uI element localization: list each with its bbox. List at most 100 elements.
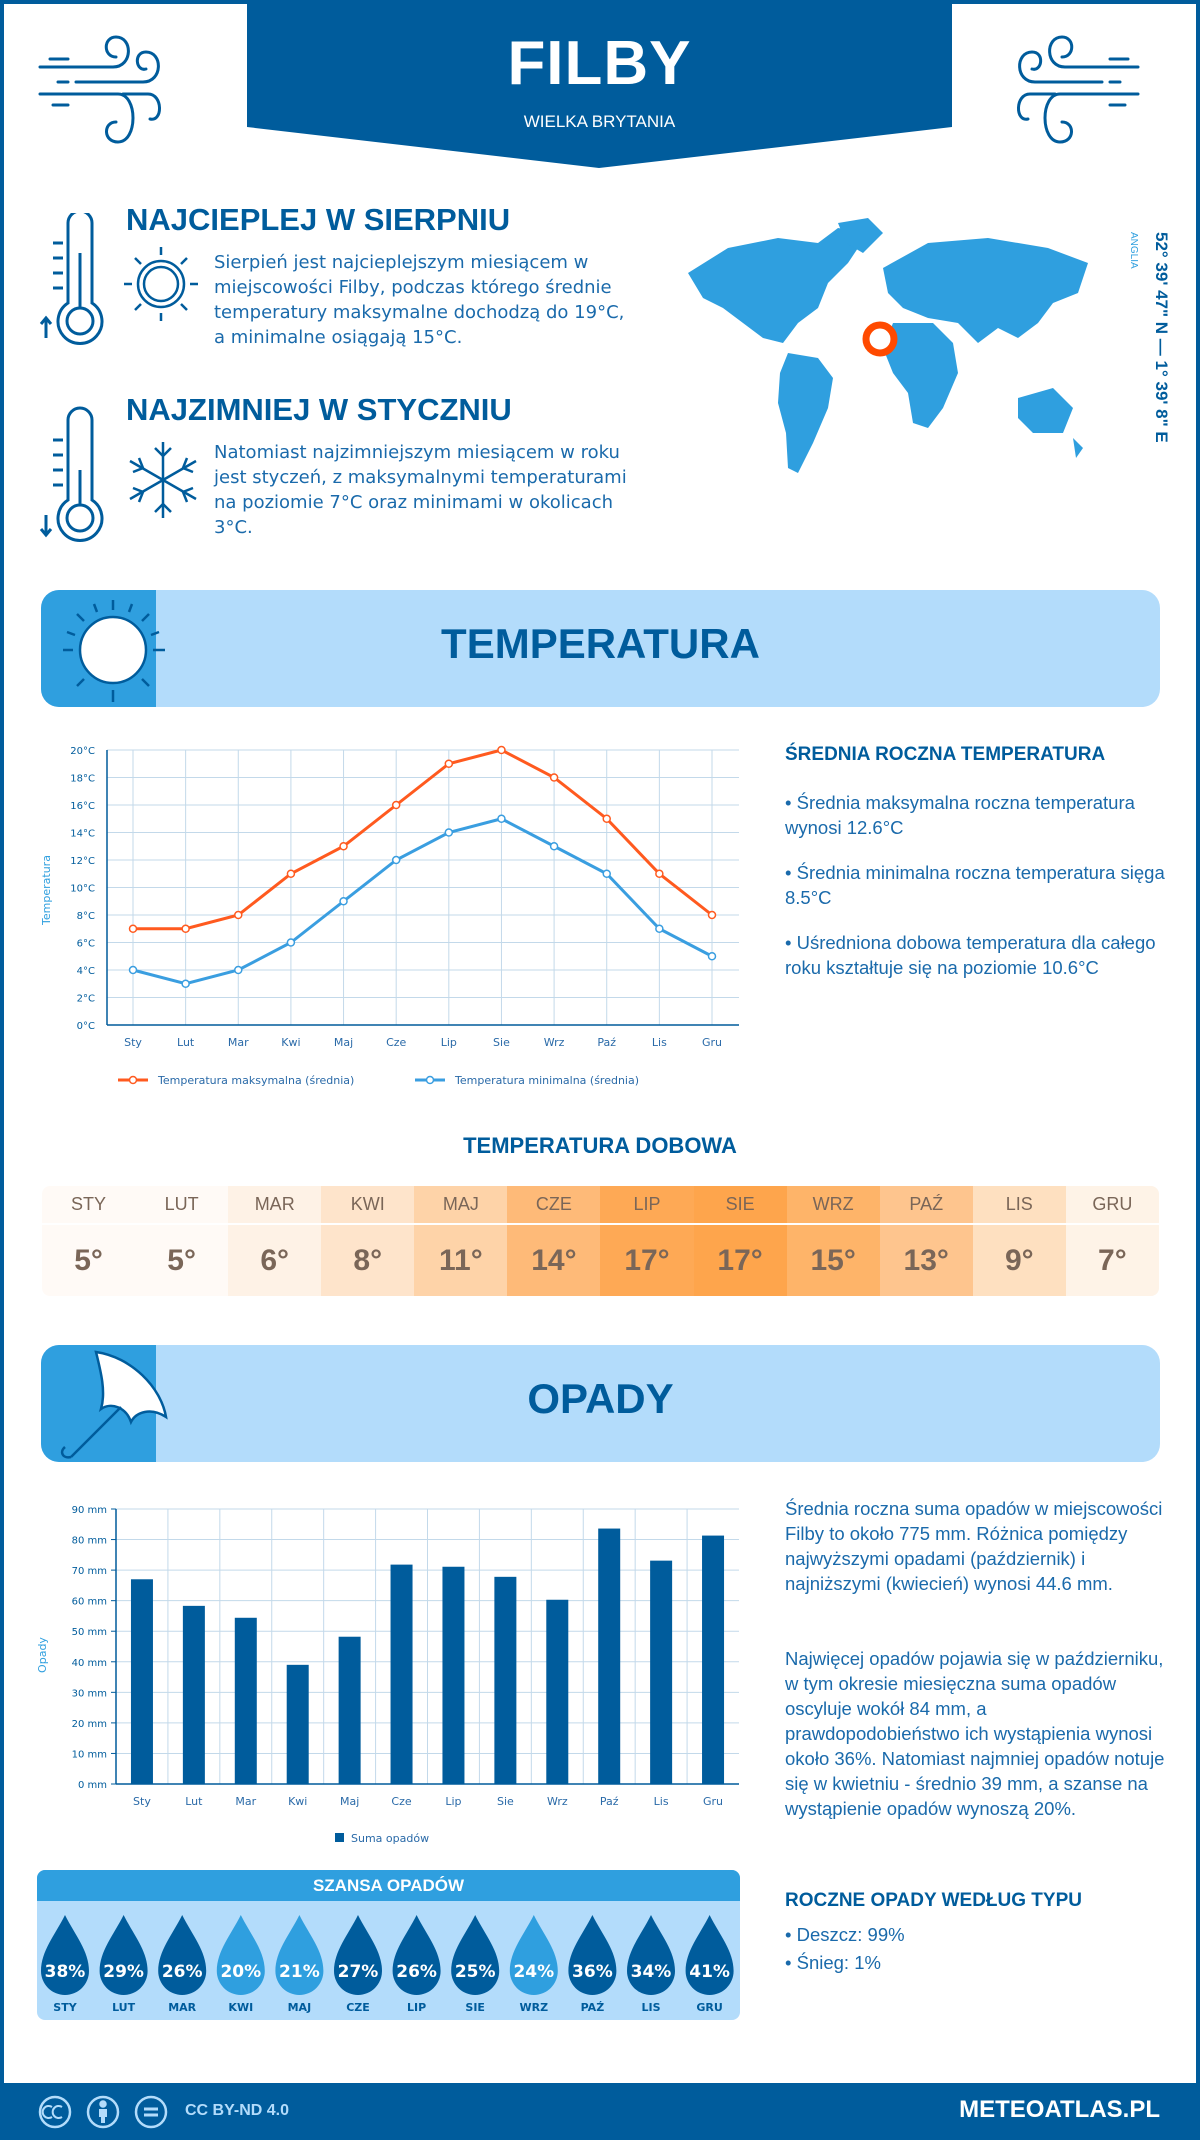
data-point <box>391 855 401 865</box>
daily-temp-cell: KWI 8° <box>321 1186 415 1296</box>
site-link[interactable]: METEOATLAS.PL <box>959 2096 1160 2123</box>
x-tick-label: Cze <box>391 1795 411 1808</box>
series-line <box>132 817 713 986</box>
x-tick-label: Gru <box>702 1036 722 1049</box>
raindrop-icon <box>216 1915 265 1995</box>
month-label: WRZ <box>786 1186 880 1225</box>
bar <box>182 1605 205 1784</box>
chance-value: 29% <box>103 1962 144 1982</box>
y-tick-label: 80 mm <box>72 1536 107 1547</box>
location-marker-icon <box>862 321 898 357</box>
x-tick-label: Sty <box>133 1795 151 1808</box>
x-tick-label: Kwi <box>288 1795 307 1808</box>
y-tick-label: 14°C <box>70 829 95 840</box>
x-tick-label: Lis <box>654 1795 669 1808</box>
precip-text-1: Średnia roczna suma opadów w miejscowośc… <box>785 1498 1163 1594</box>
sun-icon <box>63 600 165 702</box>
y-tick-label: 10 mm <box>72 1749 107 1760</box>
data-point <box>655 924 664 933</box>
data-point <box>497 745 506 755</box>
chance-value: 38% <box>45 1962 86 1982</box>
map-region: ANGLIA <box>1128 232 1139 269</box>
license-text: CC BY-ND 4.0 <box>185 2102 290 2119</box>
warmest-title: NAJCIEPLEJ W SIERPNIU <box>126 202 511 237</box>
month-label: SIE <box>465 2001 485 2014</box>
y-tick-label: 30 mm <box>72 1688 107 1699</box>
legend-marker <box>425 1075 435 1085</box>
y-tick-label: 10°C <box>70 884 95 895</box>
data-point <box>549 842 559 851</box>
month-label: SIE <box>693 1186 787 1225</box>
temperature-chart: 0°C 2°C 4°C 6°C 8°C 10°C 12°C 14°C 16°C 18°C 20°C S… <box>40 745 739 1087</box>
precip-chance-panel: SZANSA OPADÓW 38% STY 29% LUT 26% MAR 20% KWI 21… <box>37 1870 740 2020</box>
daily-temp-table: STY 5° LUT 5° MAR 6° KWI 8° MAJ 11° CZE 14° LIP 17° SI… <box>42 1186 1159 1296</box>
daily-temp-cell: LUT 5° <box>135 1186 229 1296</box>
data-point <box>128 965 138 975</box>
data-point <box>128 924 138 933</box>
temp-value: 7° <box>1098 1243 1127 1277</box>
x-tick-label: Kwi <box>281 1036 300 1049</box>
daily-temp-cell: GRU 7° <box>1065 1186 1159 1296</box>
bar <box>598 1528 621 1784</box>
chance-value: 27% <box>338 1962 379 1982</box>
bar <box>702 1535 725 1784</box>
header-banner <box>247 0 952 168</box>
coldest-text: Natomiast najzimniejszym miesiącem w rok… <box>214 442 627 538</box>
bar <box>338 1636 361 1784</box>
data-point <box>707 910 717 920</box>
x-tick-label: Lut <box>185 1795 203 1808</box>
temperature-title: TEMPERATURA <box>441 620 760 667</box>
temp-value: 17° <box>717 1243 763 1277</box>
cc-license-icons <box>38 2095 168 2129</box>
temp-value: 5° <box>74 1243 103 1277</box>
x-tick-label: Lut <box>177 1036 195 1049</box>
umbrella-icon <box>60 1350 168 1459</box>
temp-value: 9° <box>1004 1243 1034 1277</box>
footer: CC BY-ND 4.0 METEOATLAS.PL <box>0 2083 1200 2140</box>
page-subtitle: WIELKA BRYTANIA <box>523 112 676 131</box>
x-tick-label: Sty <box>124 1036 142 1049</box>
x-tick-label: Mar <box>228 1036 249 1049</box>
y-tick-label: 12°C <box>70 856 95 867</box>
raindrop-icon <box>685 1915 734 1995</box>
daily-temp-cell: SIE 17° <box>693 1186 787 1296</box>
data-point <box>549 773 559 782</box>
data-point <box>234 965 243 975</box>
precipitation-chart: 0 mm 10 mm 20 mm 30 mm 40 mm 50 mm 60 mm 70 mm 8… <box>36 1505 739 1845</box>
daily-temp-cell: PAŹ 13° <box>879 1186 973 1296</box>
raindrop-icon <box>41 1915 89 1995</box>
data-point <box>391 800 401 810</box>
raindrop-icon <box>334 1915 382 1995</box>
y-tick-label: 60 mm <box>72 1597 107 1608</box>
y-tick-label: 16°C <box>70 801 95 812</box>
precip-chance-title: SZANSA OPADÓW <box>37 1870 740 1901</box>
chance-value: 26% <box>162 1962 203 1982</box>
month-label: STY <box>53 2001 77 2014</box>
month-label: LIP <box>600 1186 694 1225</box>
y-tick-label: 70 mm <box>72 1566 107 1577</box>
precip-type-snow: • Śnieg: 1% <box>785 1952 881 1973</box>
data-point <box>181 924 190 933</box>
x-tick-label: Lip <box>441 1036 457 1049</box>
bar <box>442 1566 465 1784</box>
month-label: LIS <box>972 1186 1066 1225</box>
daily-temp-cell: LIS 9° <box>972 1186 1066 1296</box>
y-tick-label: 8°C <box>77 911 95 922</box>
month-label: MAJ <box>288 2001 312 2014</box>
x-tick-label: Paź <box>600 1795 619 1808</box>
bar <box>546 1599 569 1784</box>
y-tick-label: 4°C <box>77 966 95 977</box>
temp-value: 6° <box>260 1243 290 1277</box>
precip-chance-drops: 38% STY 29% LUT 26% MAR 20% KWI 21% MAJ 27% CZE 26% L… <box>41 1915 734 2014</box>
data-point <box>707 952 717 961</box>
chance-value: 21% <box>279 1962 320 1982</box>
x-tick-label: Sie <box>493 1036 510 1049</box>
month-label: PAŹ <box>879 1186 973 1225</box>
x-tick-label: Lis <box>652 1036 667 1049</box>
raindrop-icon <box>392 1915 441 1995</box>
y-tick-label: 50 mm <box>72 1627 107 1638</box>
y-tick-label: 20 mm <box>72 1719 107 1730</box>
data-point <box>497 814 506 823</box>
raindrop-icon <box>275 1915 324 1995</box>
raindrop-icon <box>158 1915 207 1995</box>
